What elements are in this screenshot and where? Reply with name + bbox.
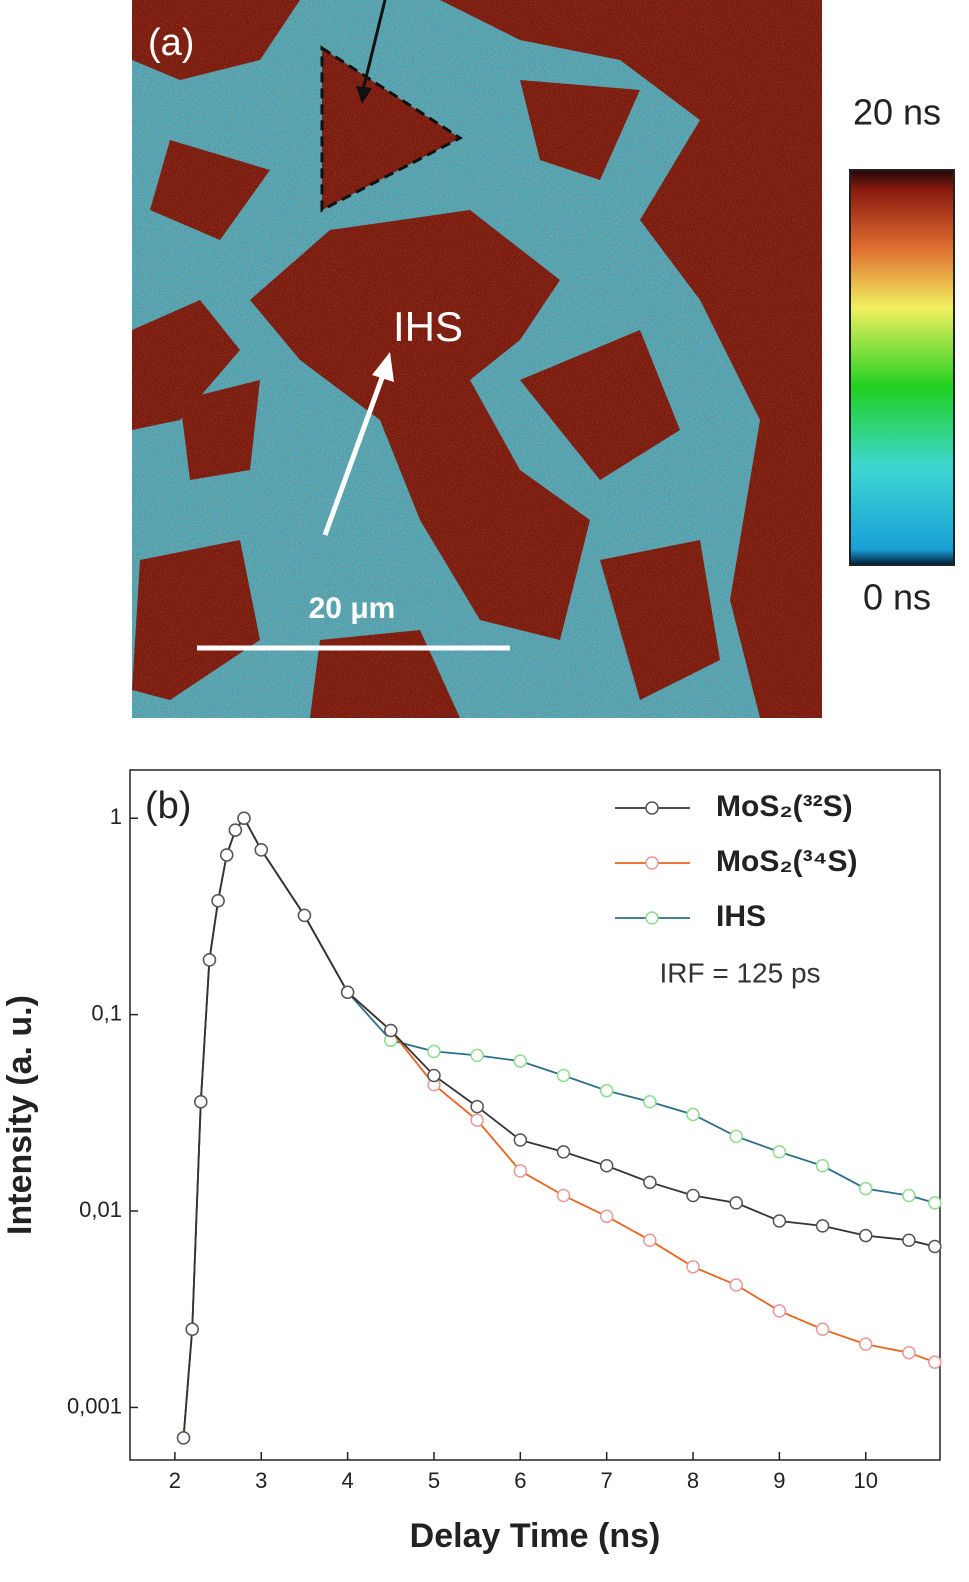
colorbar-label: 20 ns [853,92,941,133]
panel-label: (a) [148,22,194,64]
data-point [228,823,243,837]
data-point [254,843,269,857]
data-point [858,1337,873,1351]
x-tick-label: 7 [601,1468,613,1493]
data-point [729,1278,743,1292]
data-point [772,1304,787,1318]
data-point [470,1113,484,1127]
legend-marker [645,911,659,925]
data-point [729,1129,743,1144]
data-point [686,1188,700,1203]
data-point [928,1239,942,1254]
data-point [599,1209,614,1224]
data-point [237,811,251,825]
data-point [902,1233,916,1247]
data-point [513,1133,528,1147]
data-point [643,1233,657,1247]
data-point [470,1099,484,1114]
data-point [556,1145,571,1159]
data-point [211,894,225,908]
data-point [427,1068,441,1083]
data-point [219,848,234,862]
x-tick-label: 4 [341,1468,353,1493]
data-point [643,1175,657,1190]
series-line [182,816,936,1438]
data-point [470,1048,484,1063]
data-point [556,1068,571,1083]
panel-label: (b) [145,785,191,827]
x-tick-label: 8 [687,1468,699,1493]
data-point [928,1196,942,1210]
y-tick-label: 0,01 [79,1197,122,1222]
legend-label: MoS₂(³⁴S) [716,845,857,878]
x-tick-label: 9 [773,1468,785,1493]
data-point [686,1107,700,1122]
data-point [858,1181,873,1196]
data-point [729,1196,743,1210]
data-point [902,1188,916,1203]
data-point [643,1095,657,1109]
data-point [194,1095,208,1109]
data-point [599,1083,614,1098]
data-point [340,985,355,999]
flim-image [132,0,955,718]
data-point [815,1219,830,1233]
data-point [202,953,217,967]
annotation: IRF = 125 ps [659,957,820,988]
y-tick-label: 0,1 [91,1000,122,1025]
scale-bar-label: 20 μm [309,592,396,625]
y-tick-label: 1 [110,804,122,829]
data-point [427,1044,441,1059]
legend-label: MoS₂(³²S) [716,790,853,823]
legend-marker [645,856,659,870]
legend-label: IHS [716,900,766,933]
data-point [513,1164,528,1178]
data-point [686,1260,700,1274]
data-point [928,1355,942,1369]
y-tick-label: 0,001 [67,1393,122,1418]
data-point [902,1345,916,1360]
colorbar-label: 0 ns [863,577,931,618]
legend-marker [645,801,659,815]
data-point [176,1431,191,1445]
data-point [858,1228,873,1243]
x-tick-label: 5 [428,1468,440,1493]
data-point [772,1145,787,1159]
annotation: IHS [393,303,463,350]
series-line [182,816,936,1438]
data-point [556,1188,571,1203]
x-tick-label: 3 [255,1468,267,1493]
data-point [185,1322,199,1337]
data-point [599,1159,614,1173]
data-point [772,1214,787,1228]
x-tick-label: 2 [169,1468,181,1493]
plot-frame [129,769,941,1461]
x-tick-label: 10 [853,1468,877,1493]
data-point [384,1023,398,1038]
data-point [815,1322,830,1337]
data-point [815,1159,830,1173]
y-axis-label: Intensity (a. u.) [1,995,39,1235]
data-point [513,1054,528,1068]
data-point [297,908,312,923]
x-axis-label: Delay Time (ns) [410,1517,661,1555]
x-tick-label: 6 [514,1468,526,1493]
series-line [182,816,936,1438]
